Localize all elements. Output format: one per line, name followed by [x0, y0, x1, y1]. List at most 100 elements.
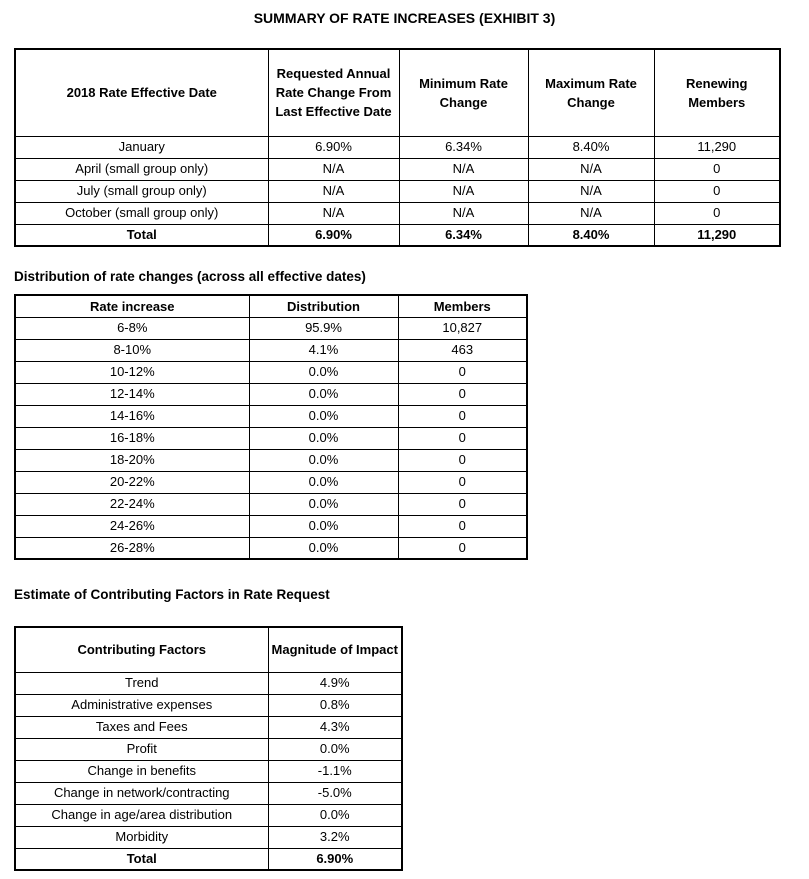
rate-increase-cell: 18-20% [14, 448, 250, 472]
table-row: 26-28% 0.0% 0 [14, 536, 528, 560]
table-row: Profit 0.0% [14, 737, 403, 761]
factor-name-cell: Change in age/area distribution [14, 803, 269, 827]
factor-impact-cell: 0.0% [267, 737, 403, 761]
column-header-requested-change: Requested Annual Rate Change From Last E… [267, 48, 400, 137]
distribution-table-body: 6-8% 95.9% 10,827 8-10% 4.1% 463 10-12% … [14, 316, 528, 560]
column-header-effective-date: 2018 Rate Effective Date [14, 48, 269, 137]
rate-increase-cell: 12-14% [14, 382, 250, 406]
distribution-cell: 0.0% [248, 426, 399, 450]
table-row: Change in network/contracting -5.0% [14, 781, 403, 805]
rate-increase-cell: 16-18% [14, 426, 250, 450]
rate-increase-cell: 26-28% [14, 536, 250, 560]
table-row-april: April (small group only) N/A N/A N/A 0 [14, 157, 781, 181]
distribution-cell: 0.0% [248, 514, 399, 538]
factors-section-heading: Estimate of Contributing Factors in Rate… [14, 587, 330, 602]
renewing-members-cell: 11,290 [653, 135, 781, 159]
distribution-cell: 0.0% [248, 404, 399, 428]
column-header-distribution: Distribution [248, 294, 399, 318]
page-title: SUMMARY OF RATE INCREASES (EXHIBIT 3) [253, 10, 556, 26]
table-row: 16-18% 0.0% 0 [14, 426, 528, 450]
factor-name-cell: Administrative expenses [14, 693, 269, 717]
table-row: Change in age/area distribution 0.0% [14, 803, 403, 827]
table-header-row: 2018 Rate Effective Date Requested Annua… [14, 48, 781, 137]
effective-date-cell: October (small group only) [14, 201, 269, 225]
column-header-maximum-change: Maximum Rate Change [527, 48, 655, 137]
members-cell: 10,827 [397, 316, 528, 340]
maximum-change-cell: N/A [527, 157, 655, 181]
minimum-change-total-cell: 6.34% [398, 223, 529, 247]
distribution-cell: 0.0% [248, 536, 399, 560]
table-header-row: Contributing Factors Magnitude of Impact [14, 626, 403, 673]
maximum-change-total-cell: 8.40% [527, 223, 655, 247]
distribution-cell: 0.0% [248, 470, 399, 494]
table-row: 18-20% 0.0% 0 [14, 448, 528, 472]
factor-name-cell: Change in benefits [14, 759, 269, 783]
distribution-cell: 0.0% [248, 492, 399, 516]
rate-increase-cell: 24-26% [14, 514, 250, 538]
rate-increase-cell: 8-10% [14, 338, 250, 362]
table-row: 24-26% 0.0% 0 [14, 514, 528, 538]
effective-date-cell: January [14, 135, 269, 159]
members-cell: 0 [397, 382, 528, 406]
distribution-cell: 0.0% [248, 448, 399, 472]
table-row-total: Total 6.90% 6.34% 8.40% 11,290 [14, 223, 781, 247]
rate-increase-cell: 10-12% [14, 360, 250, 384]
distribution-cell: 0.0% [248, 360, 399, 384]
minimum-change-cell: N/A [398, 179, 529, 203]
column-header-members: Members [397, 294, 528, 318]
renewing-members-cell: 0 [653, 179, 781, 203]
distribution-table: Rate increase Distribution Members 6-8% … [14, 294, 528, 560]
factor-impact-cell: -5.0% [267, 781, 403, 805]
effective-date-cell: July (small group only) [14, 179, 269, 203]
distribution-cell: 0.0% [248, 382, 399, 406]
summary-table-header: 2018 Rate Effective Date Requested Annua… [14, 48, 781, 137]
table-row: Administrative expenses 0.8% [14, 693, 403, 717]
requested-change-cell: 6.90% [267, 135, 400, 159]
table-row: Trend 4.9% [14, 671, 403, 695]
members-cell: 0 [397, 492, 528, 516]
rate-increase-cell: 6-8% [14, 316, 250, 340]
renewing-members-cell: 0 [653, 157, 781, 181]
factor-name-cell: Change in network/contracting [14, 781, 269, 805]
table-row: 12-14% 0.0% 0 [14, 382, 528, 406]
table-row: 8-10% 4.1% 463 [14, 338, 528, 362]
maximum-change-cell: N/A [527, 201, 655, 225]
contributing-factors-table: Contributing Factors Magnitude of Impact… [14, 626, 403, 871]
column-header-renewing-members: Renewing Members [653, 48, 781, 137]
factor-name-cell: Trend [14, 671, 269, 695]
table-row: Change in benefits -1.1% [14, 759, 403, 783]
distribution-table-header: Rate increase Distribution Members [14, 294, 528, 318]
requested-change-cell: N/A [267, 157, 400, 181]
table-row: 6-8% 95.9% 10,827 [14, 316, 528, 340]
column-header-magnitude-of-impact: Magnitude of Impact [267, 626, 403, 673]
members-cell: 0 [397, 514, 528, 538]
factor-impact-cell: 3.2% [267, 825, 403, 849]
renewing-members-total-cell: 11,290 [653, 223, 781, 247]
factor-impact-cell: 0.0% [267, 803, 403, 827]
factor-impact-cell: 4.3% [267, 715, 403, 739]
factor-name-cell: Profit [14, 737, 269, 761]
renewing-members-cell: 0 [653, 201, 781, 225]
table-row: Taxes and Fees 4.3% [14, 715, 403, 739]
members-cell: 0 [397, 470, 528, 494]
distribution-cell: 4.1% [248, 338, 399, 362]
rate-increase-cell: 14-16% [14, 404, 250, 428]
factor-name-cell: Taxes and Fees [14, 715, 269, 739]
requested-change-total-cell: 6.90% [267, 223, 400, 247]
members-cell: 463 [397, 338, 528, 362]
summary-of-rate-increases-table: 2018 Rate Effective Date Requested Annua… [14, 48, 781, 247]
column-header-contributing-factors: Contributing Factors [14, 626, 269, 673]
table-row-july: July (small group only) N/A N/A N/A 0 [14, 179, 781, 203]
factor-impact-cell: 4.9% [267, 671, 403, 695]
members-cell: 0 [397, 448, 528, 472]
minimum-change-cell: N/A [398, 201, 529, 225]
maximum-change-cell: 8.40% [527, 135, 655, 159]
members-cell: 0 [397, 536, 528, 560]
total-label-cell: Total [14, 223, 269, 247]
table-header-row: Rate increase Distribution Members [14, 294, 528, 318]
members-cell: 0 [397, 426, 528, 450]
requested-change-cell: N/A [267, 179, 400, 203]
effective-date-cell: April (small group only) [14, 157, 269, 181]
maximum-change-cell: N/A [527, 179, 655, 203]
rate-increase-cell: 22-24% [14, 492, 250, 516]
